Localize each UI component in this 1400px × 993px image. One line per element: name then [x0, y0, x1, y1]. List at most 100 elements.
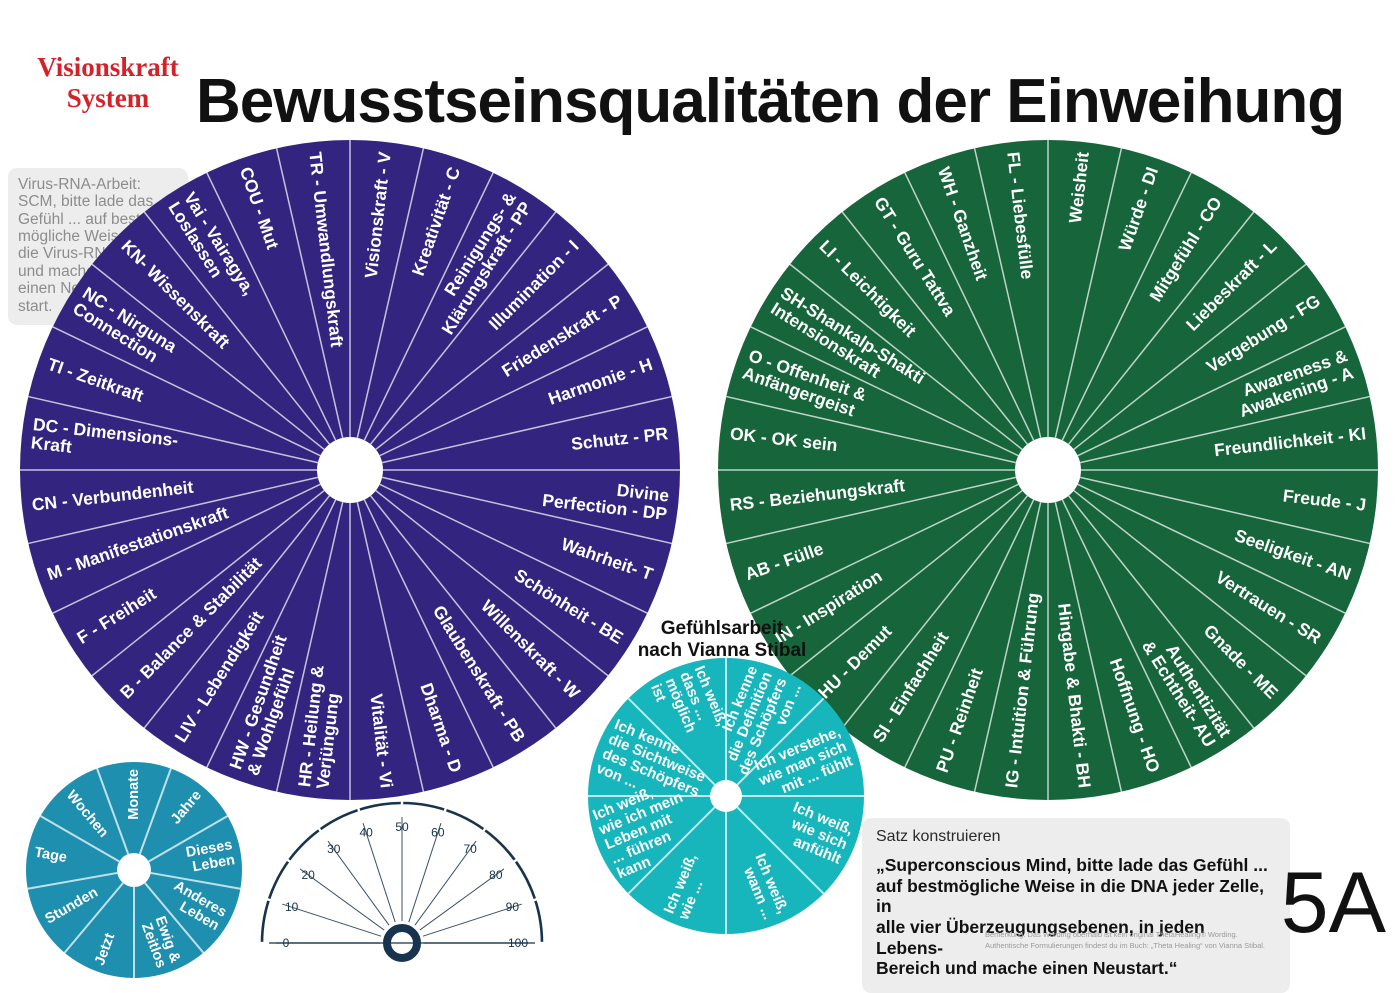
segment-divider: [96, 768, 130, 855]
segment-divider: [1080, 395, 1370, 464]
segment-divider: [143, 211, 331, 445]
feelings-wheel[interactable]: Ich kennedie Definitiondes Schöpfersvon …: [588, 658, 864, 934]
segment-divider: [627, 697, 716, 786]
segment-divider: [356, 148, 425, 438]
segment-divider: [1054, 502, 1123, 792]
segment-divider: [382, 395, 672, 464]
segment-divider: [1061, 172, 1192, 441]
segment-divider: [1061, 499, 1192, 768]
svg-text:DiesesLeben: DiesesLeben: [185, 837, 236, 876]
segment-divider: [904, 172, 1035, 441]
gauge-tick-label: 80: [489, 868, 503, 882]
green-consciousness-wheel[interactable]: Weisheit Würde - DI Mitgefühl - CO Liebeskr…: [718, 140, 1378, 800]
gauge-tick-label: 10: [285, 900, 299, 914]
segment-divider: [52, 483, 321, 614]
gauge-spoke: [282, 903, 382, 937]
gauge-spoke: [408, 823, 442, 923]
segment-divider: [363, 172, 494, 441]
segment-divider: [627, 806, 716, 895]
gauge-spoke: [419, 868, 505, 931]
wheel-segment[interactable]: Monate: [126, 769, 142, 820]
page-title: Bewusstseinsqualitäten der Einweihung: [196, 67, 1345, 136]
gauge-tick-label: 90: [506, 900, 520, 914]
satz-text: „Superconscious Mind, bitte lade das Gef…: [876, 855, 1268, 979]
brand-logo: Visionskraft System: [18, 52, 198, 114]
segment-divider: [363, 499, 494, 768]
segment-divider: [750, 326, 1019, 457]
segment-divider: [736, 806, 825, 895]
segment-divider: [52, 326, 321, 457]
gauge-tick: [441, 802, 449, 817]
gauge-svg: 0 10 20 30 40 50 60 70 80 90 100: [255, 796, 549, 962]
segment-divider: [904, 499, 1035, 768]
blue-wheel-hub[interactable]: [317, 437, 383, 503]
segment-divider: [375, 489, 609, 677]
gauge-tick-label: 60: [431, 826, 445, 840]
brand-line1: Visionskraft: [37, 52, 179, 82]
segment-divider: [63, 882, 124, 954]
segment-divider: [736, 697, 825, 786]
segment-divider: [1067, 211, 1255, 445]
segment-divider: [27, 871, 118, 890]
segment-divider: [150, 871, 241, 890]
segment-divider: [382, 476, 672, 545]
gauge-spoke: [299, 868, 385, 931]
gauge-tick-label: 70: [464, 842, 478, 856]
brand-line2: System: [66, 83, 150, 114]
segment-divider: [91, 263, 325, 451]
wheel-segment[interactable]: Tage: [33, 844, 68, 865]
gauge-tick-label: 50: [395, 820, 409, 834]
segment-divider: [379, 483, 648, 614]
gauge-spoke: [362, 823, 396, 923]
svg-text:Monate: Monate: [126, 769, 142, 820]
gauge-tick-label: 0: [283, 936, 290, 950]
segment-divider: [39, 815, 120, 863]
page-code: 5A: [1280, 855, 1386, 951]
segment-divider: [369, 211, 557, 445]
segment-divider: [841, 495, 1029, 729]
gauge-tick: [282, 855, 296, 866]
green-wheel-hub[interactable]: [1015, 437, 1081, 503]
footnote-remark: Bemerkung: Das Wording oberhalb ist kein…: [985, 930, 1266, 950]
segment-divider: [1077, 483, 1346, 614]
segment-divider: [1067, 495, 1255, 729]
segment-divider: [28, 395, 318, 464]
feelings-wheel-hub[interactable]: [710, 780, 742, 812]
wheel-segment[interactable]: DiesesLeben: [185, 837, 236, 876]
intensity-gauge[interactable]: 0 10 20 30 40 50 60 70 80 90 100: [252, 795, 552, 970]
segment-divider: [148, 815, 229, 863]
gauge-tick-label: 100: [508, 936, 528, 950]
segment-divider: [1080, 476, 1370, 545]
gauge-tick-label: 40: [359, 826, 373, 840]
gauge-tick: [508, 855, 522, 866]
segment-divider: [28, 476, 318, 545]
gauge-tick: [261, 896, 276, 904]
segment-divider: [1054, 148, 1123, 438]
gauge-tick: [479, 823, 490, 837]
gauge-spoke: [422, 903, 522, 937]
blue-consciousness-wheel[interactable]: Visionskraft - V Kreativität - C Reinigung…: [20, 140, 680, 800]
gauge-tick: [314, 823, 325, 837]
segment-divider: [1077, 326, 1346, 457]
gauge-spoke: [414, 840, 477, 926]
segment-divider: [1073, 489, 1307, 677]
segment-divider: [750, 483, 1019, 614]
satz-konstruieren-panel: Satz konstruieren „Superconscious Mind, …: [862, 818, 1290, 993]
time-wheel[interactable]: Monate Jahre DiesesLeben AnderesLeben Ewig &…: [26, 762, 242, 978]
segment-divider: [789, 263, 1023, 451]
segment-divider: [206, 172, 337, 441]
feelings-wheel-title: Gefühlsarbeit nach Vianna Stibal: [637, 618, 807, 661]
gauge-hub[interactable]: [383, 924, 421, 962]
segment-divider: [726, 476, 1016, 545]
segment-divider: [973, 148, 1042, 438]
gauge-spoke: [327, 840, 390, 926]
segment-divider: [356, 502, 425, 792]
segment-divider: [841, 211, 1029, 445]
satz-label: Satz konstruieren: [876, 828, 1001, 845]
segment-divider: [789, 489, 1023, 677]
segment-divider: [275, 148, 344, 438]
time-wheel-hub[interactable]: [117, 853, 151, 887]
segment-divider: [726, 395, 1016, 464]
gauge-tick-label: 20: [301, 868, 315, 882]
gauge-tick: [528, 896, 543, 904]
